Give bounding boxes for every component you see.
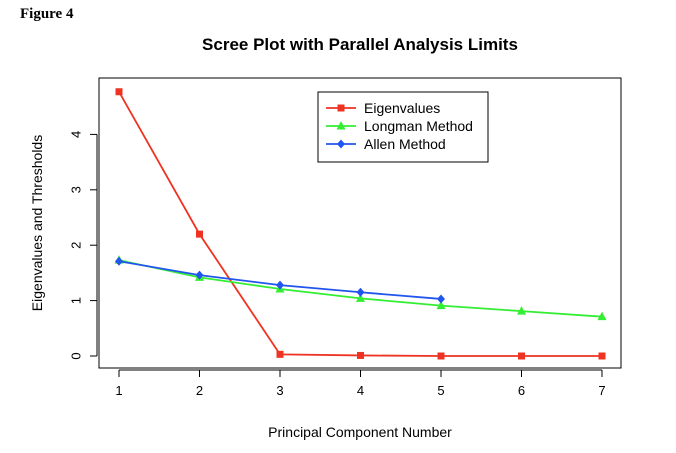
x-tick-label: 3 (276, 383, 283, 398)
y-tick-label: 4 (69, 131, 84, 138)
series-eigenvalues (115, 88, 606, 360)
eigenvalues-point (357, 351, 364, 359)
x-tick-label: 4 (357, 383, 364, 398)
y-tick-label: 0 (69, 352, 84, 359)
eigenvalues-point (276, 350, 284, 358)
legend-box (317, 91, 489, 163)
longman-method-point (356, 293, 365, 302)
legend-longman-method-label: Longman Method (364, 118, 473, 134)
eigenvalues-point (598, 352, 606, 360)
longman-method-point (517, 306, 526, 315)
x-tick-label: 6 (518, 383, 525, 398)
series-longman-method (114, 255, 607, 321)
legend: Eigenvalues Longman Method Allen Method (317, 91, 489, 163)
legend-eigenvalues-label: Eigenvalues (364, 100, 440, 116)
series-layer (114, 88, 607, 360)
series-allen-method (115, 256, 445, 304)
legend-longman-method-marker (336, 121, 346, 130)
eigenvalues-point (437, 352, 445, 360)
allen-method-point (195, 270, 204, 280)
legend-allen-method-label: Allen Method (364, 136, 446, 152)
x-tick-label: 1 (115, 383, 122, 398)
legend-allen-method-marker (337, 139, 345, 149)
allen-method-point (437, 294, 445, 304)
eigenvalues-point (518, 352, 525, 360)
y-tick-label: 3 (69, 186, 84, 193)
eigenvalues-point (115, 88, 123, 96)
allen-method-line (118, 260, 442, 300)
figure-label: Figure 4 (20, 6, 74, 22)
axes: 1 2 3 4 5 6 7 0 1 2 3 4 (69, 131, 606, 398)
x-tick-label: 2 (196, 383, 203, 398)
chart-title: Scree Plot with Parallel Analysis Limits (202, 35, 518, 54)
allen-method-point (115, 256, 123, 266)
legend-eigenvalues-marker (337, 104, 345, 112)
allen-method-point (276, 280, 284, 290)
x-axis-label: Principal Component Number (268, 424, 452, 440)
longman-method-point (436, 300, 446, 310)
y-tick-label: 1 (69, 297, 84, 304)
x-tick-label: 5 (437, 383, 444, 398)
x-tick-label: 7 (598, 383, 605, 398)
y-tick-label: 2 (69, 242, 84, 249)
allen-method-point (356, 287, 365, 297)
longman-method-point (597, 311, 607, 321)
y-axis-label: Eigenvalues and Thresholds (29, 135, 45, 311)
plot-frame (98, 77, 622, 369)
eigenvalues-point (196, 230, 203, 238)
